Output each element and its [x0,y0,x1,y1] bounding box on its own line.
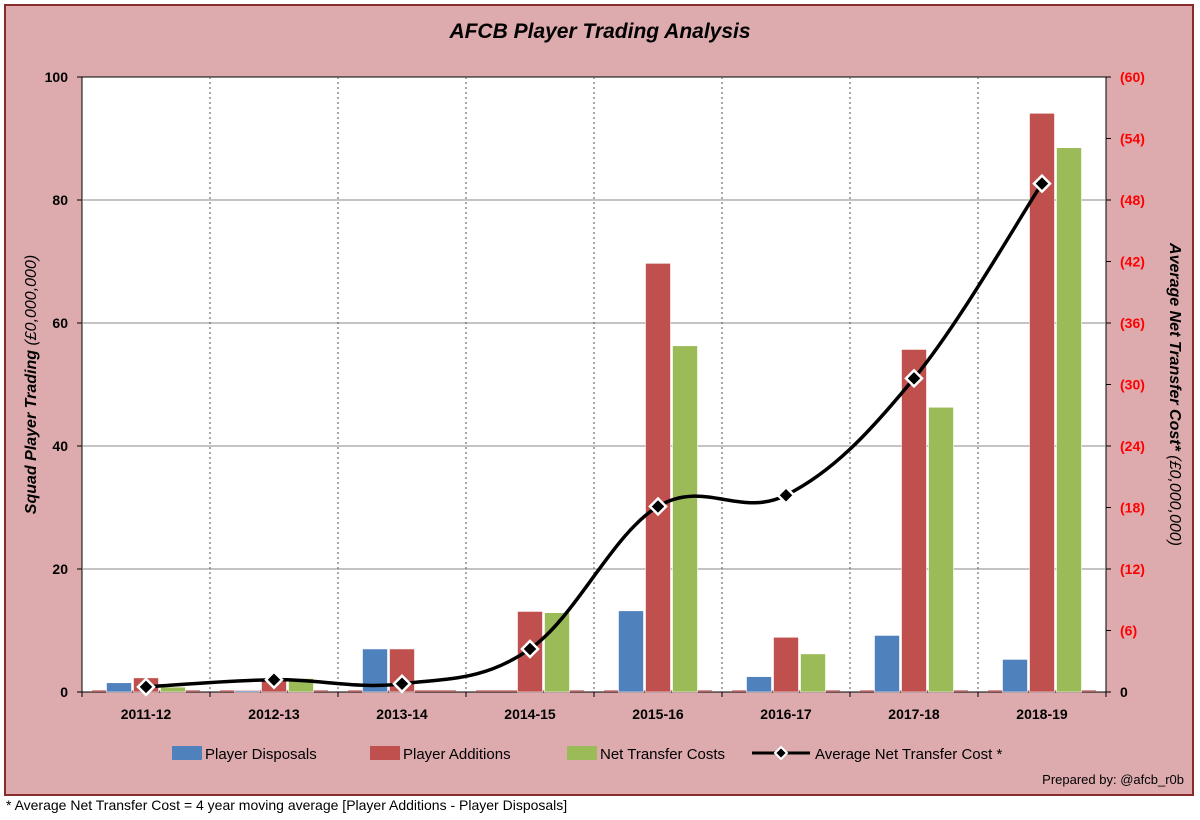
chart-title: AFCB Player Trading Analysis [448,20,750,43]
bar-player-disposals [874,635,900,693]
line-point-marker [648,496,668,517]
bar-player-additions [901,349,927,693]
bar-player-disposals [1002,659,1028,693]
bar-player-additions [773,636,799,693]
bar-net-transfer-costs [672,345,698,693]
y-right-tick-label: (18) [1120,500,1145,516]
y-right-tick-label: (36) [1120,315,1145,331]
legend-label: Player Disposals [205,746,317,763]
x-tick-label: 2016-17 [760,706,812,722]
y-right-tick-label: (6) [1120,623,1137,639]
line-point-marker [904,368,924,389]
y-right-axis-title-text: Average Net Transfer Cost* (£0,000,000) [1166,242,1183,546]
bar-player-disposals [618,610,644,693]
legend-swatch [370,746,400,760]
credit-text: Prepared by: @afcb_r0b [1042,772,1184,787]
bar-net-transfer-costs [1056,147,1082,693]
x-tick-label: 2015-16 [632,706,684,722]
line-point-marker [1032,173,1052,194]
legend-swatch [172,746,202,760]
line-point-marker [520,639,540,659]
bar-player-additions [1029,112,1055,693]
y-left-axis-unit: (£0,000,000) [23,255,40,350]
y-left-axis-title-text: Squad Player Trading (£0,000,000) [23,255,40,514]
y-left-tick-label: 60 [52,315,68,331]
y-left-tick-label: 100 [45,69,69,85]
line-point-marker [776,485,796,505]
x-tick-label: 2018-19 [1016,706,1068,722]
y-left-tick-label: 40 [52,438,68,454]
bar-net-transfer-costs [160,686,186,693]
bar-player-disposals [106,682,132,693]
y-right-axis-label: Average Net Transfer Cost* [1166,242,1183,452]
bar-player-additions [645,263,671,693]
line-point-marker [136,677,156,697]
x-tick-label: 2011-12 [121,706,172,722]
chart-svg: AFCB Player Trading Analysis 0 20 40 60 80 100… [23,20,1184,787]
legend-swatch [567,746,597,760]
legend-marker [773,745,789,761]
x-tick-label: 2014-15 [504,706,556,722]
y-right-tick-label: (24) [1120,438,1145,454]
line-point-marker [392,674,412,694]
bar-player-disposals [234,690,260,693]
footnote: * Average Net Transfer Cost = 4 year mov… [6,797,568,813]
y-right-tick-label: (54) [1120,131,1145,147]
y-right-tick-label: (42) [1120,254,1145,270]
legend-label: Average Net Transfer Cost * [815,746,1002,763]
y-right-axis-unit: (£0,000,000) [1166,451,1183,546]
bar-player-disposals [746,676,772,693]
line-point-marker [264,669,284,690]
y-left-axis-title: Squad Player Trading (£0,000,000) [23,255,40,514]
y-left-tick-label: 0 [60,684,68,700]
y-right-tick-label: (48) [1120,192,1145,208]
bar-net-transfer-costs [928,406,954,693]
y-right-tick-label: (60) [1120,69,1145,85]
y-left-tick-label: 20 [52,561,68,577]
y-left-axis-label: Squad Player Trading [23,350,40,514]
legend-label: Player Additions [403,746,511,763]
y-right-tick-label: (30) [1120,377,1145,393]
y-right-tick-label: (12) [1120,561,1145,577]
x-tick-label: 2012-13 [248,706,300,722]
x-tick-label: 2017-18 [888,706,940,722]
bar-net-transfer-costs [800,653,826,693]
y-left-tick-label: 80 [52,192,68,208]
x-tick-label: 2013-14 [376,706,428,722]
y-right-tick-label: 0 [1120,684,1128,700]
y-right-axis-title: Average Net Transfer Cost* (£0,000,000) [1166,242,1183,546]
legend-label: Net Transfer Costs [600,746,725,763]
